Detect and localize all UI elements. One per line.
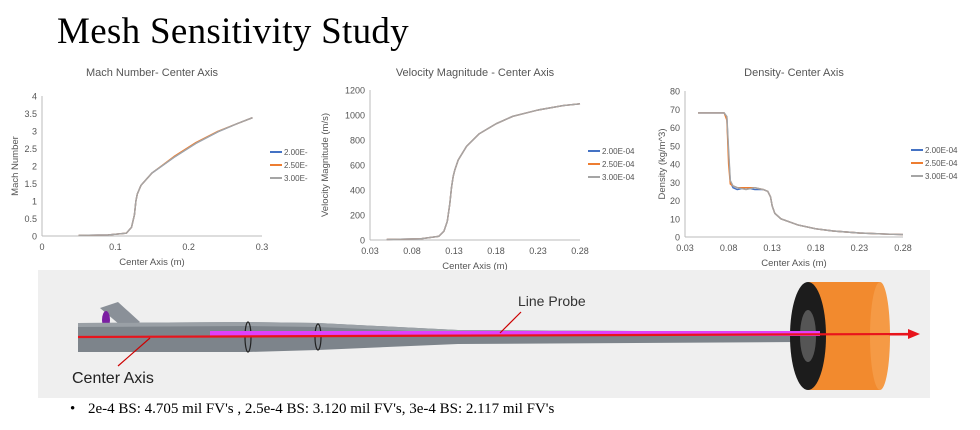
y-axis-label: Mach Number — [10, 136, 21, 196]
x-tick-label: 0.13 — [445, 246, 463, 256]
series-line — [698, 112, 904, 236]
x-axis-label: Center Axis (m) — [119, 257, 184, 268]
y-tick-label: 40 — [670, 160, 680, 170]
x-axis-label: Center Axis (m) — [761, 258, 826, 269]
y-tick-label: 2.5 — [24, 144, 37, 154]
legend-label: 2.00E-04 — [925, 146, 958, 155]
y-tick-label: 0 — [360, 236, 365, 246]
y-tick-label: 1200 — [345, 86, 365, 96]
line-probe-leader — [499, 311, 522, 334]
y-tick-label: 10 — [670, 214, 680, 224]
legend-label: 2.50E-04 — [284, 161, 308, 170]
center-axis-leader — [117, 337, 151, 367]
y-tick-label: 2 — [32, 162, 37, 172]
y-tick-label: 200 — [350, 211, 365, 221]
y-tick-label: 3 — [32, 127, 37, 137]
series-line — [698, 112, 904, 236]
chart-title: Mach Number- Center Axis — [86, 67, 219, 79]
y-tick-label: 3.5 — [24, 109, 37, 119]
x-tick-label: 0.03 — [361, 246, 379, 256]
series-line — [78, 117, 253, 236]
y-tick-label: 1 — [32, 197, 37, 207]
y-tick-label: 60 — [670, 123, 680, 133]
legend-label: 3.00E-04 — [925, 172, 958, 181]
y-tick-label: 20 — [670, 196, 680, 206]
series-line — [386, 103, 581, 241]
legend-label: 2.00E-04 — [602, 147, 635, 156]
x-tick-label: 0.28 — [894, 243, 912, 253]
y-tick-label: 1.5 — [24, 179, 37, 189]
x-tick-label: 0.28 — [571, 246, 589, 256]
series-line — [78, 117, 253, 236]
x-tick-label: 0 — [39, 242, 44, 252]
bullet-text: 2e-4 BS: 4.705 mil FV's , 2.5e-4 BS: 3.1… — [88, 401, 555, 417]
y-tick-label: 400 — [350, 186, 365, 196]
chart-svg: Mach Number- Center Axis 0 0.5 1 1.5 2 2.5 3 3.5… — [10, 67, 308, 268]
y-tick-label: 30 — [670, 178, 680, 188]
chart-title: Density- Center Axis — [744, 67, 844, 79]
y-axis-label: Velocity Magnitude (m/s) — [320, 113, 331, 217]
chart-title: Velocity Magnitude - Center Axis — [396, 67, 555, 79]
y-tick-label: 4 — [32, 92, 37, 102]
series-line — [386, 103, 581, 241]
y-tick-label: 800 — [350, 136, 365, 146]
x-tick-label: 0.18 — [807, 243, 825, 253]
cylinder-end — [870, 282, 890, 390]
bullet-dot: • — [70, 401, 76, 417]
center-axis-label: Center Axis — [72, 370, 154, 387]
legend-label: 2.50E-04 — [925, 159, 958, 168]
geometry-drawing: Line Probe Center Axis — [72, 282, 920, 390]
x-tick-label: 0.1 — [109, 242, 122, 252]
x-axis-label: Center Axis (m) — [442, 261, 507, 272]
series-line — [386, 103, 581, 241]
slide-title: Mesh Sensitivity Study — [57, 11, 409, 52]
chart-svg: Velocity Magnitude - Center Axis 0 200 400 6… — [320, 67, 635, 272]
x-tick-label: 0.3 — [256, 242, 269, 252]
mach-number-chart: Mach Number- Center Axis 0 0.5 1 1.5 2 2.5 3 3.5… — [8, 60, 308, 280]
engine-body — [78, 322, 798, 352]
y-tick-label: 80 — [670, 87, 680, 97]
legend-label: 2.50E-04 — [602, 160, 635, 169]
legend-label: 3.00E-04 — [284, 174, 308, 183]
chart-svg: Density- Center Axis 0 10 20 30 40 50 60 70 80 0.0… — [657, 67, 958, 269]
y-tick-label: 600 — [350, 161, 365, 171]
series-line — [78, 117, 253, 236]
legend-label: 3.00E-04 — [602, 173, 635, 182]
x-tick-label: 0.18 — [487, 246, 505, 256]
bullet-item: • 2e-4 BS: 4.705 mil FV's , 2.5e-4 BS: 3.… — [70, 401, 554, 418]
y-tick-label: 1000 — [345, 111, 365, 121]
line-probe-label: Line Probe — [518, 293, 586, 309]
x-tick-label: 0.23 — [529, 246, 547, 256]
x-tick-label: 0.23 — [851, 243, 869, 253]
x-tick-label: 0.08 — [720, 243, 738, 253]
center-axis-arrowhead — [908, 329, 920, 339]
x-tick-label: 0.13 — [763, 243, 781, 253]
line-probe — [210, 331, 820, 336]
x-tick-label: 0.03 — [676, 243, 694, 253]
legend-label: 2.00E-04 — [284, 148, 308, 157]
y-axis-label: Density (kg/m^3) — [657, 129, 668, 200]
density-chart: Density- Center Axis 0 10 20 30 40 50 60 70 80 0.0… — [655, 60, 977, 280]
y-tick-label: 0 — [32, 232, 37, 242]
velocity-magnitude-chart: Velocity Magnitude - Center Axis 0 200 400 6… — [318, 60, 658, 280]
y-tick-label: 0 — [675, 233, 680, 243]
geometry-render: Line Probe Center Axis — [38, 270, 930, 398]
y-tick-label: 0.5 — [24, 214, 37, 224]
center-axis-line — [77, 332, 911, 339]
x-tick-label: 0.08 — [403, 246, 421, 256]
y-tick-label: 70 — [670, 105, 680, 115]
x-tick-label: 0.2 — [182, 242, 195, 252]
y-tick-label: 50 — [670, 141, 680, 151]
